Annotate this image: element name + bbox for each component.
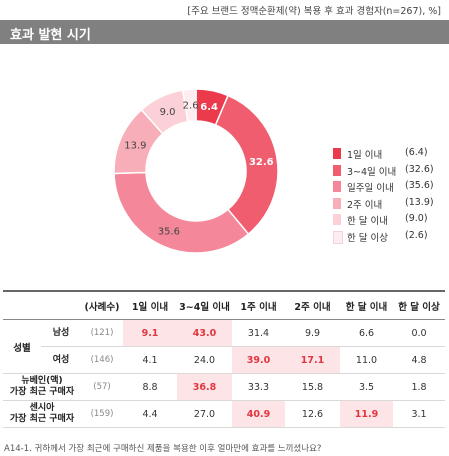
row-n: (146) [81,346,123,374]
row-label: 남성 [41,319,81,347]
legend-label: 한 달 이내 [347,216,388,227]
slice-value-label: 6.4 [200,102,218,113]
header-over-1month: 한 달 이상 [393,290,445,320]
table-cell: 3.5 [340,373,393,401]
row-n: (159) [81,400,123,428]
table-cell: 11.9 [340,400,393,428]
header-n: (사례수) [81,290,123,320]
row-label-line2: 가장 최근 구매자 [9,414,75,424]
header-1week: 1주 이내 [232,290,285,320]
table-cell: 27.0 [177,400,232,428]
section-title-bar: 효과 발현 시기 [0,20,449,44]
header-3-4days: 3~4일 이내 [177,290,232,320]
legend-value: (9.0) [405,213,428,224]
header-2weeks: 2주 이내 [285,290,340,320]
table-cell: 9.9 [285,319,340,347]
header-empty [3,290,81,320]
donut-chart: 6.4 32.6 35.6 13.9 9.0 2.6 [113,88,279,254]
table-cell: 8.8 [123,373,177,401]
legend-label: 한 달 이상 [347,232,388,244]
legend-label: 2주 이내 [347,199,383,211]
legend-label: 일주일 이내 [347,183,394,194]
row-label-line1: 뉴베인(액) [21,376,63,386]
table-row: 센시아 가장 최근 구매자 (159) 4.4 27.0 40.9 12.6 1… [3,400,445,428]
legend-value: (6.4) [405,147,428,158]
row-label: 뉴베인(액) 가장 최근 구매자 [3,373,81,401]
row-label: 센시아 가장 최근 구매자 [3,400,81,428]
table-row: 여성 (146) 4.1 24.0 39.0 17.1 11.0 4.8 [3,346,445,374]
legend-value: (13.9) [405,196,434,208]
breakdown-table: (사례수) 1일 이내 3~4일 이내 1주 이내 2주 이내 한 달 이내 한… [3,290,445,428]
legend-swatch [333,197,341,209]
legend-swatch [333,148,341,159]
table-cell: 9.1 [123,319,177,347]
table-cell: 11.0 [340,346,393,374]
donut-slice [113,171,250,254]
header-1day: 1일 이내 [123,290,177,320]
legend-value: (32.6) [405,163,434,175]
row-label: 여성 [41,346,81,374]
group-label-gender: 성별 [3,319,41,374]
header-1month: 한 달 이내 [340,290,393,320]
table-cell: 4.4 [123,400,177,428]
table-cell: 4.1 [123,346,177,374]
footnote: A14-1. 귀하께서 가장 최근에 구매하신 제품을 복용한 이후 얼마만에 … [4,444,322,454]
table-cell: 24.0 [177,346,232,374]
table-cell: 3.1 [393,400,445,428]
legend-swatch [333,214,341,225]
row-label-line1: 센시아 [29,403,55,413]
table-cell: 15.8 [285,373,340,401]
table-cell: 36.8 [177,373,232,401]
section-title: 효과 발현 시기 [10,28,91,43]
table-row: 성별 남성 (121) 9.1 43.0 31.4 9.9 6.6 0.0 [3,319,445,374]
slice-value-label: 13.9 [124,140,146,151]
table-cell: 4.8 [393,346,445,374]
legend-value: (35.6) [405,180,434,191]
table-cell: 39.0 [232,346,285,374]
row-label-line2: 가장 최근 구매자 [9,387,75,397]
row-n: (121) [81,319,123,347]
legend-swatch [333,164,341,176]
donut-slice [214,94,279,236]
table-cell: 31.4 [232,319,285,347]
table-cell: 43.0 [177,319,232,347]
legend-label: 1일 이내 [347,150,383,161]
legend-swatch [333,230,343,244]
table-row: 뉴베인(액) 가장 최근 구매자 (57) 8.8 36.8 33.3 15.8… [3,373,445,401]
slice-value-label: 32.6 [249,157,274,168]
table-cell: 17.1 [285,346,340,374]
header-note: [주요 브랜드 정맥순환제(약) 복용 후 효과 경험자(n=267), %] [187,6,441,17]
table-header-row: (사례수) 1일 이내 3~4일 이내 1주 이내 2주 이내 한 달 이내 한… [3,290,445,320]
table-cell: 40.9 [232,400,285,428]
slice-value-label: 35.6 [158,227,180,238]
table-cell: 0.0 [393,319,445,347]
table-cell: 12.6 [285,400,340,428]
table-cell: 1.8 [393,373,445,401]
legend-value: (2.6) [405,229,428,241]
table-cell: 33.3 [232,373,285,401]
donut-slice [181,88,197,123]
legend-label: 3~4일 이내 [347,166,397,178]
table-cell: 6.6 [340,319,393,347]
slice-value-label: 2.6 [183,101,199,112]
slice-value-label: 9.0 [160,107,176,118]
legend-swatch [333,181,341,192]
row-n: (57) [81,373,123,401]
